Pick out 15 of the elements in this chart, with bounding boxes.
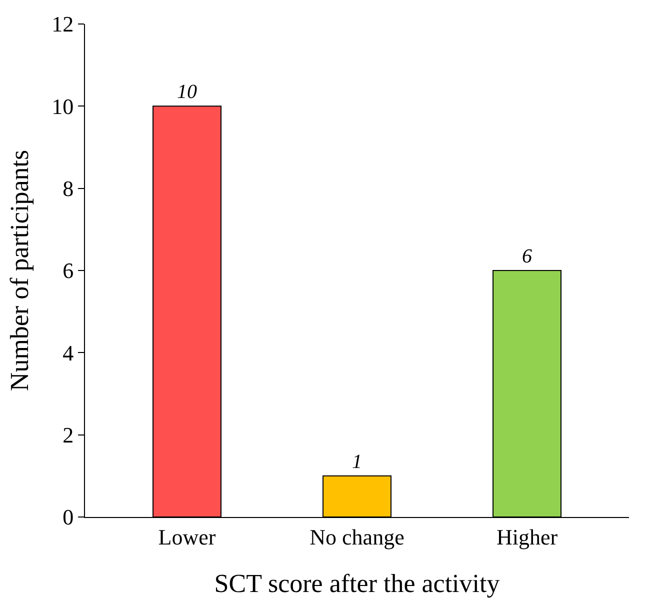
x-axis-title: SCT score after the activity bbox=[214, 569, 500, 598]
y-tick-label: 0 bbox=[62, 504, 74, 530]
y-tick-label: 2 bbox=[62, 422, 74, 448]
x-tick-label: Higher bbox=[496, 524, 558, 550]
x-tick-label: No change bbox=[310, 524, 404, 550]
y-tick-label: 6 bbox=[62, 258, 74, 284]
data-label: 1 bbox=[352, 450, 362, 473]
y-tick-label: 12 bbox=[52, 12, 74, 37]
x-tick-label: Lower bbox=[158, 524, 216, 550]
data-label: 6 bbox=[522, 246, 532, 268]
y-tick-label: 8 bbox=[62, 176, 74, 202]
y-tick-label: 4 bbox=[62, 340, 74, 366]
data-label: 10 bbox=[177, 81, 197, 104]
y-axis-title: Number of participants bbox=[5, 150, 34, 392]
y-tick-label: 10 bbox=[52, 94, 74, 119]
